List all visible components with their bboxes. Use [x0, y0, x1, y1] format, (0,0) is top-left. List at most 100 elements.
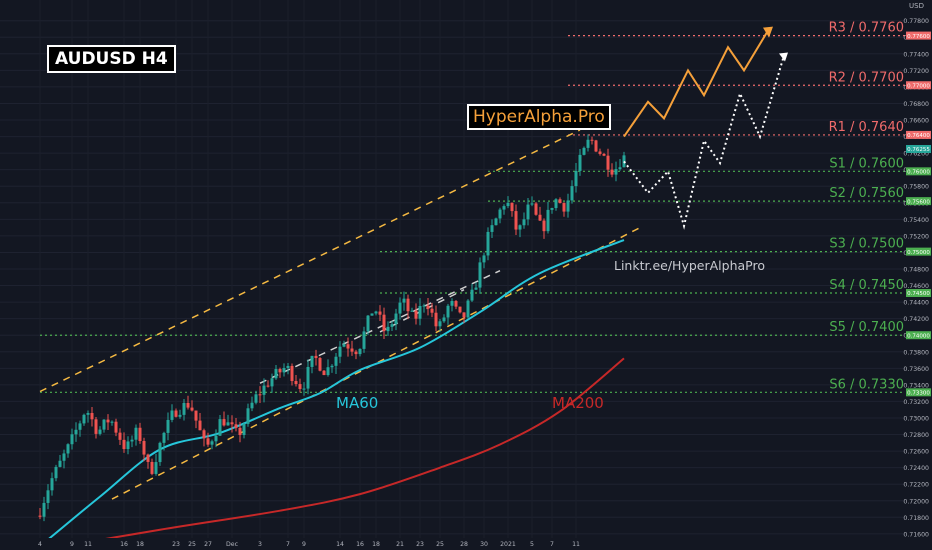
- time-axis: 4 9 11 16 18 23 25 27 Dec 3 7 9 14 16 18 21 23 25 28 30 2021…: [0, 538, 932, 550]
- candle-body: [50, 478, 54, 491]
- candle-body: [218, 419, 222, 436]
- candle-body: [142, 441, 146, 455]
- candle-body: [150, 461, 154, 474]
- candle-body: [406, 298, 410, 312]
- time-tick-label: 3: [258, 541, 262, 548]
- candle-body: [570, 186, 574, 201]
- candle-body: [434, 312, 438, 327]
- price-tick-label: 0.72200: [903, 482, 929, 489]
- level-price-tag-text: 0.77600: [907, 34, 930, 40]
- candle-body: [414, 310, 418, 319]
- candles: [38, 134, 626, 522]
- price-tick-label: 0.72600: [903, 449, 929, 456]
- candle-body: [278, 369, 282, 373]
- time-tick-label: 23: [416, 541, 424, 548]
- candle-body: [458, 306, 462, 313]
- candle-body: [110, 421, 114, 423]
- price-tick-label: 0.76800: [903, 101, 929, 108]
- level-price-tag: [906, 167, 931, 176]
- time-axis-bg: [0, 538, 932, 550]
- candle-body: [298, 384, 302, 389]
- level-label: S2 / 0.7560: [829, 186, 904, 201]
- price-tick-label: 0.72000: [903, 498, 929, 505]
- candle-body: [542, 220, 546, 232]
- time-tick-label: 14: [336, 541, 344, 548]
- candle-body: [118, 432, 122, 440]
- price-tick-label: 0.72800: [903, 432, 929, 439]
- candle-body: [262, 385, 266, 395]
- channel-lines: [39, 129, 641, 500]
- projections: [623, 26, 788, 230]
- candle-body: [370, 313, 374, 316]
- candle-body: [62, 453, 66, 461]
- candle-body: [66, 444, 70, 454]
- time-tick-label: 16: [120, 541, 128, 548]
- price-tick-label: 0.74600: [903, 283, 929, 290]
- candle-body: [362, 331, 366, 349]
- candle-body: [354, 351, 358, 355]
- candle-body: [558, 199, 562, 204]
- candle-body: [502, 206, 506, 210]
- candle-body: [102, 419, 106, 430]
- candle-body: [422, 305, 426, 307]
- price-axis: 0.71600 0.71800 0.72000 0.72200 0.72400 0.726…: [903, 0, 932, 550]
- candle-body: [166, 419, 170, 433]
- level-price-tag: [906, 81, 931, 90]
- candle-body: [582, 147, 586, 155]
- candle-body: [342, 344, 346, 347]
- level-price-tag-text: 0.76400: [907, 133, 930, 139]
- candle-body: [490, 225, 494, 232]
- candle-body: [566, 200, 570, 212]
- candle-body: [90, 413, 94, 420]
- level-price-tag: [906, 331, 931, 340]
- price-tick-label: 0.77200: [903, 68, 929, 75]
- level-price-tag-text: 0.77000: [907, 83, 930, 89]
- candle-body: [430, 308, 434, 313]
- candle-body: [398, 302, 402, 314]
- time-tick-label: 9: [70, 541, 74, 548]
- time-tick-label: 28: [460, 541, 468, 548]
- candle-body: [70, 434, 74, 445]
- candle-body: [106, 419, 110, 423]
- candle-body: [314, 355, 318, 359]
- candle-body: [402, 298, 406, 303]
- candle-body: [374, 311, 378, 314]
- candle-body: [302, 388, 306, 390]
- candle-body: [610, 169, 614, 175]
- time-tick-label: 4: [38, 541, 42, 548]
- candle-body: [286, 365, 290, 369]
- candle-body: [234, 424, 238, 428]
- candle-body: [190, 407, 194, 411]
- ma200-series: [39, 357, 625, 550]
- candle-body: [598, 151, 602, 154]
- candle-body: [538, 214, 542, 221]
- ma60-line: [39, 239, 625, 548]
- candle-body: [250, 402, 254, 409]
- candle-body: [330, 365, 334, 368]
- time-tick-label: 25: [188, 541, 196, 548]
- chart-title: AUDUSD H4: [47, 45, 176, 73]
- candle-body: [462, 312, 466, 318]
- candle-body: [186, 402, 190, 408]
- candle-body: [426, 305, 430, 309]
- level-price-tag-text: 0.73300: [907, 391, 930, 397]
- candle-body: [506, 202, 510, 207]
- candle-body: [394, 313, 398, 325]
- candle-body: [130, 439, 134, 442]
- candle-body: [334, 356, 338, 366]
- candle-body: [338, 346, 342, 357]
- price-tick-label: 0.71600: [903, 531, 929, 538]
- candle-body: [386, 326, 390, 332]
- candle-body: [466, 300, 470, 318]
- candle-body: [574, 170, 578, 187]
- candle-body: [78, 423, 82, 430]
- candle-body: [442, 317, 446, 322]
- level-price-tag-text: 0.74000: [907, 333, 930, 339]
- time-tick-label: 5: [530, 541, 534, 548]
- candle-body: [622, 155, 626, 168]
- link-label: Linktr.ee/HyperAlphaPro: [614, 258, 765, 273]
- candle-body: [494, 218, 498, 226]
- time-tick-label: 7: [550, 541, 554, 548]
- time-tick-label: 27: [204, 541, 212, 548]
- ma60-series: [39, 239, 625, 548]
